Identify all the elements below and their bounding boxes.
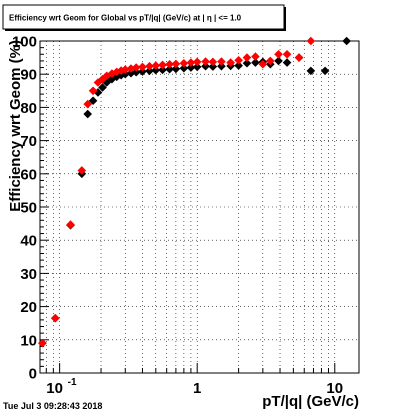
data-point-red	[266, 56, 275, 66]
data-point-black	[138, 67, 147, 76]
data-point-red	[274, 49, 283, 59]
data-point-red	[120, 65, 130, 74]
data-point-black	[192, 62, 202, 72]
data-point-red	[186, 58, 196, 67]
data-point-red	[306, 36, 316, 46]
data-point-black	[274, 56, 283, 66]
data-point-black	[282, 58, 292, 67]
data-point-red	[77, 166, 87, 175]
data-point-red	[131, 63, 141, 72]
data-point-red	[234, 55, 243, 65]
y-tick-label: 50	[20, 200, 37, 217]
ticks-layer	[40, 40, 336, 374]
grid-layer	[40, 41, 359, 373]
data-point-red	[242, 53, 252, 62]
points-layer	[38, 36, 351, 348]
y-tick-label: 80	[20, 100, 37, 117]
data-point-black	[242, 58, 252, 68]
data-point-red	[66, 220, 75, 229]
x-axis-label: pT/|q| (GeV/c)	[262, 393, 359, 410]
y-tick-label: 70	[20, 133, 37, 150]
y-tick-label: 40	[20, 233, 37, 250]
data-point-red	[294, 53, 304, 62]
data-point-red	[171, 59, 181, 69]
data-point-black	[217, 61, 226, 71]
data-point-red	[217, 57, 226, 66]
data-point-red	[138, 62, 147, 72]
data-point-red	[201, 57, 210, 66]
data-point-black	[145, 66, 154, 76]
data-point-black	[342, 36, 351, 46]
data-point-black	[131, 67, 141, 77]
data-point-red	[165, 59, 174, 69]
title-box-shadow-right	[284, 7, 286, 31]
data-point-red	[258, 59, 268, 69]
y-tick-label: 10	[20, 332, 37, 349]
data-point-red	[208, 57, 218, 67]
x-tick-label: 10	[46, 380, 63, 397]
y-tick-label: 90	[20, 67, 37, 84]
data-point-red	[251, 52, 260, 61]
data-point-black	[306, 66, 316, 76]
y-tick-label: 20	[20, 299, 37, 316]
data-point-black	[83, 109, 93, 119]
data-point-red	[179, 58, 189, 68]
title-box	[2, 4, 285, 30]
data-point-red	[38, 338, 47, 348]
data-point-black	[98, 83, 107, 92]
x-tick-label: 10	[326, 380, 343, 397]
data-point-black	[201, 61, 210, 71]
y-tick-label: 100	[12, 34, 37, 51]
data-point-red	[145, 61, 154, 71]
title-box-shadow-bottom	[5, 29, 286, 31]
timestamp-footer: Tue Jul 3 09:28:43 2018	[3, 401, 102, 411]
y-axis-label: Efficiency wrt Geom (%)	[7, 40, 24, 212]
data-point-black	[186, 63, 196, 72]
data-point-black	[208, 62, 218, 71]
x-tick-exponent: -1	[68, 377, 77, 388]
data-point-red	[226, 58, 235, 67]
data-point-red	[88, 86, 98, 96]
y-tick-label: 30	[20, 266, 37, 283]
data-point-black	[171, 64, 181, 74]
y-tick-label: 60	[20, 166, 37, 183]
data-point-red	[282, 49, 292, 59]
chart-title: Efficiency wrt Geom for Global vs pT/|q|…	[9, 14, 242, 23]
tick-labels-layer: 0 10 20 30 40 50 60 70 80 90 100 10 -1 1 10	[12, 34, 343, 398]
data-point-red	[192, 57, 202, 67]
data-point-red	[151, 61, 161, 70]
y-tick-label: 0	[29, 366, 37, 383]
data-point-red	[50, 313, 60, 323]
data-point-black	[251, 58, 260, 67]
data-point-red	[158, 60, 167, 70]
data-point-black	[88, 96, 98, 106]
data-point-black	[151, 65, 161, 75]
data-point-black	[234, 61, 243, 70]
data-point-black	[165, 64, 174, 74]
data-point-red	[83, 99, 93, 109]
data-point-black	[320, 66, 330, 76]
data-point-black	[179, 63, 189, 73]
x-tick-label: 1	[193, 380, 201, 397]
data-point-black	[158, 65, 167, 75]
